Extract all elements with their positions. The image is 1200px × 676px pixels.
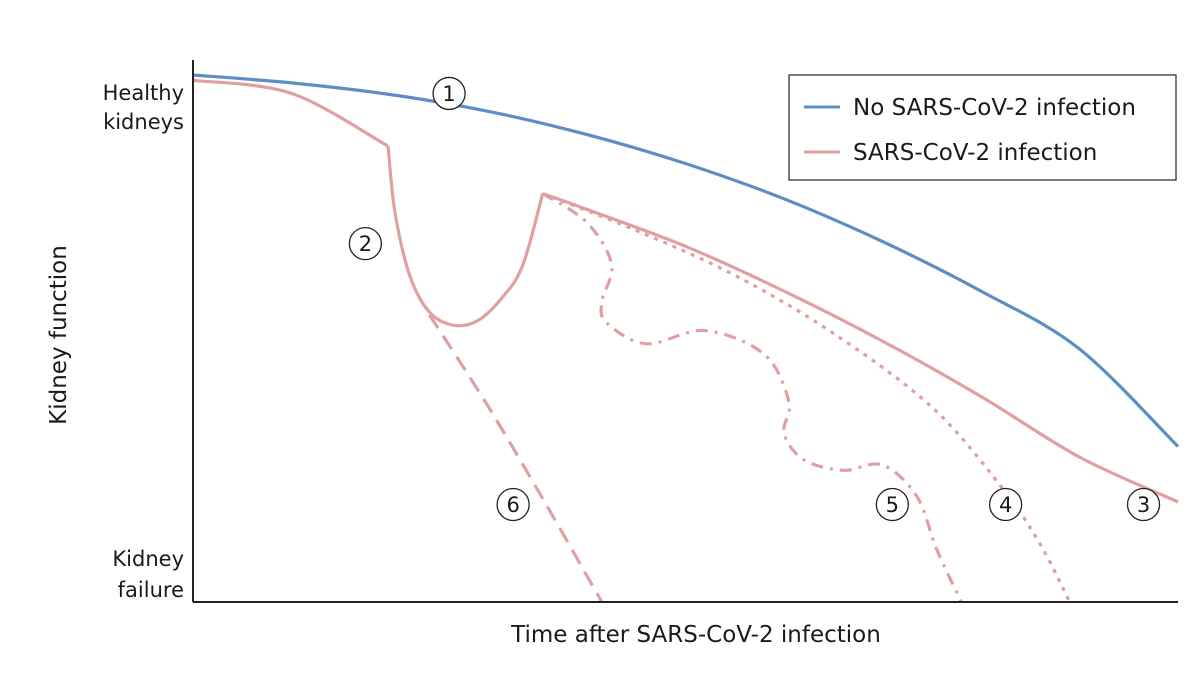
series-trajectory-5 [541,192,963,603]
markers-layer: 1 2 3 4 5 6 [348,76,1161,522]
marker-2: 2 [348,226,383,261]
marker-circle-1 [432,76,466,111]
marker-3: 3 [1126,487,1161,522]
y-tick-bottom-line2: failure [118,578,184,602]
marker-label-5: 5 [886,493,899,517]
legend-box [788,74,1177,181]
marker-label-2: 2 [359,232,372,256]
series-no_infection [192,73,1180,448]
marker-label-3: 3 [1137,493,1150,517]
marker-circle-5 [875,487,909,522]
marker-5: 5 [875,487,909,522]
series-trajectory-1-2-3 [192,78,1179,504]
marker-4: 4 [988,487,1023,522]
y-tick-top-line1: Healthy [103,81,184,105]
marker-circle-3 [1126,487,1161,522]
marker-circle-2 [348,226,383,261]
marker-circle-4 [988,487,1023,522]
marker-6: 6 [496,487,530,522]
marker-label-1: 1 [442,82,455,106]
marker-1: 1 [432,76,466,111]
series-trajectory-6 [428,313,604,603]
legend-label-infection: SARS-CoV-2 infection [853,140,1097,166]
series-trajectory-4 [542,192,1072,603]
y-axis-title: Kidney function [46,245,72,425]
x-axis-title: Time after SARS-CoV-2 infection [510,622,881,648]
marker-circle-6 [496,487,530,522]
marker-label-4: 4 [999,493,1012,517]
legend-label-no-infection: No SARS-CoV-2 infection [853,95,1136,121]
marker-label-6: 6 [506,493,519,517]
curves-layer [192,73,1180,603]
legend: No SARS-CoV-2 infection SARS-CoV-2 infec… [788,74,1177,181]
axes [192,60,1178,603]
y-tick-top-line2: kidneys [103,110,184,134]
y-tick-bottom-line1: Kidney [112,547,184,571]
